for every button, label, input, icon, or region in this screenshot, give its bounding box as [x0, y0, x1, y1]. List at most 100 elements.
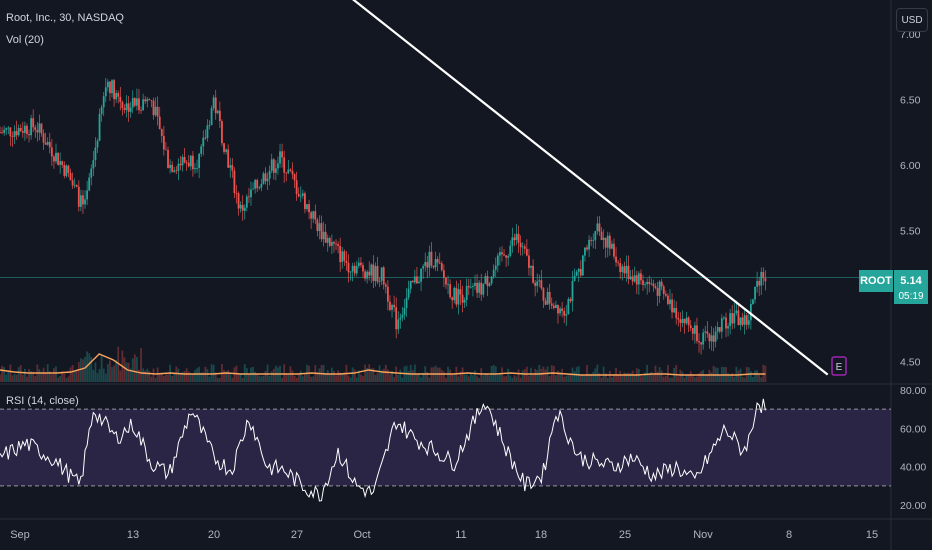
volume-bar — [123, 357, 126, 382]
candle-body — [747, 320, 750, 325]
candle-body — [326, 238, 329, 243]
volume-bar — [262, 375, 265, 382]
volume-bar — [364, 364, 366, 382]
candle-body — [347, 262, 350, 273]
candle-body — [594, 231, 597, 241]
candle-body — [245, 196, 248, 208]
candle-body — [333, 241, 335, 244]
candle-body — [480, 282, 483, 295]
candle-body — [59, 161, 62, 165]
candle-body — [318, 223, 321, 232]
volume-bar — [258, 375, 261, 382]
candle-body — [731, 313, 734, 324]
candle-body — [341, 251, 344, 263]
volume-bar — [671, 377, 673, 382]
candle-body — [357, 262, 360, 266]
candle-body — [391, 304, 393, 310]
currency-button[interactable]: USD — [896, 8, 928, 32]
candle-body — [706, 331, 709, 334]
volume-bar — [179, 374, 182, 382]
candle-body — [447, 284, 449, 285]
volume-bar — [565, 375, 568, 382]
candle-body — [472, 285, 474, 287]
volume-bar — [206, 369, 209, 382]
volume-bar — [478, 377, 481, 382]
candle-body — [606, 235, 609, 248]
candle-body — [652, 283, 655, 287]
volume-bar — [459, 371, 462, 382]
volume-bar — [397, 374, 400, 382]
candle-body — [590, 239, 593, 241]
candle-body — [225, 149, 227, 152]
rsi-pane — [0, 398, 891, 502]
volume-bar — [272, 368, 275, 382]
candle-body — [366, 271, 369, 279]
candle-body — [714, 331, 717, 342]
candle-body — [104, 87, 107, 97]
candle-body — [146, 99, 149, 102]
candle-body — [194, 168, 196, 170]
volume-bar — [407, 370, 410, 382]
volume-bar — [420, 377, 422, 382]
volume-bar — [185, 368, 188, 382]
candle-body — [411, 280, 414, 283]
rsi-indicator-label[interactable]: RSI (14, close) — [6, 395, 79, 407]
symbol-title[interactable]: Root, Inc., 30, NASDAQ — [6, 12, 124, 24]
volume-bar — [360, 374, 362, 382]
volume-bar — [606, 377, 609, 382]
volume-bar — [208, 376, 211, 382]
candle-body — [156, 106, 159, 117]
candle-body — [758, 280, 761, 286]
volume-bar — [669, 377, 671, 382]
volume-bar — [173, 373, 176, 382]
volume-bar — [162, 375, 165, 382]
trendline-layer[interactable]: E — [347, 0, 847, 376]
volume-indicator-label[interactable]: Vol (20) — [6, 34, 44, 46]
candle-body — [389, 301, 391, 310]
time-tick-label: 13 — [127, 529, 139, 541]
volume-bar — [53, 368, 55, 382]
volume-bar — [194, 370, 196, 382]
volume-bar — [376, 373, 379, 382]
candle-body — [399, 317, 402, 320]
candle-body — [328, 238, 331, 246]
time-tick-label: Sep — [10, 529, 30, 541]
candle-body — [723, 317, 725, 319]
candle-body — [297, 193, 300, 197]
candle-body — [109, 81, 111, 94]
candle-body — [335, 243, 337, 245]
volume-bar — [94, 362, 97, 382]
volume-bar — [469, 372, 472, 382]
volume-bar — [196, 368, 198, 382]
candle-body — [739, 317, 742, 326]
volume-bar — [148, 371, 151, 382]
candle-body — [291, 170, 294, 175]
volume-bar — [223, 370, 225, 382]
candle-body — [86, 190, 89, 200]
volume-bar — [652, 374, 655, 382]
candle-body — [528, 255, 530, 268]
volume-bar — [754, 370, 756, 382]
price-tick-label: 4.50 — [900, 357, 921, 369]
volume-bar — [403, 366, 406, 382]
candle-body — [525, 248, 528, 256]
volume-bar — [573, 371, 576, 382]
volume-bar — [353, 369, 356, 382]
volume-bar — [679, 369, 682, 382]
volume-bar — [183, 371, 186, 382]
candle-body — [617, 262, 620, 264]
volume-bar — [32, 371, 35, 382]
candle-body — [293, 174, 296, 181]
volume-bar — [55, 366, 57, 382]
candle-body — [538, 280, 541, 282]
price-tick-label: 5.50 — [900, 226, 921, 238]
candle-body — [436, 258, 439, 263]
volume-bar — [486, 374, 489, 382]
candle-body — [229, 165, 232, 168]
candle-body — [565, 314, 568, 316]
candle-body — [693, 325, 696, 334]
candle-body — [407, 288, 410, 298]
bar-countdown: 05:19 — [894, 288, 928, 304]
candle-body — [434, 258, 437, 268]
